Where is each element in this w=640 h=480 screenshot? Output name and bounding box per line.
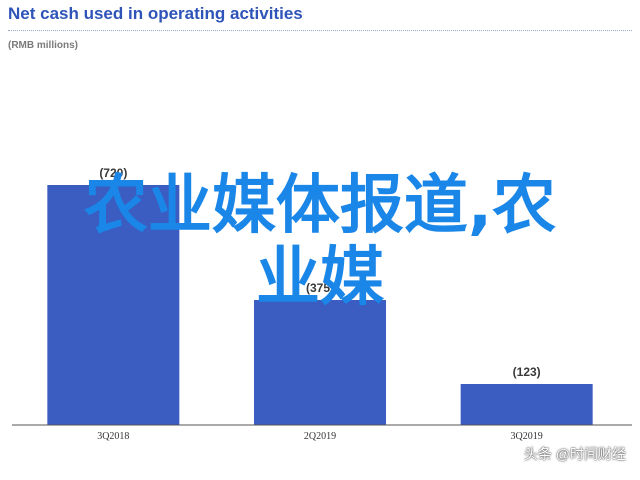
chart-title: Net cash used in operating activities [8,4,303,23]
watermark: 头条 @时间财经 [523,446,626,462]
x-tick-label-3Q2018: 3Q2018 [97,431,129,442]
title-divider [8,30,632,31]
x-tick-label-3Q2019: 3Q2019 [511,431,543,442]
x-tick-label-2Q2019: 2Q2019 [304,431,336,442]
data-label-3Q2019: (123) [513,365,541,379]
bar-2Q2019 [254,300,386,425]
data-label-3Q2018: (720) [99,166,127,180]
chart-subtitle: (RMB millions) [8,40,78,51]
bar-3Q2018 [47,185,180,425]
data-label-2Q2019: (375) [306,281,334,295]
bar-3Q2019 [460,384,593,425]
